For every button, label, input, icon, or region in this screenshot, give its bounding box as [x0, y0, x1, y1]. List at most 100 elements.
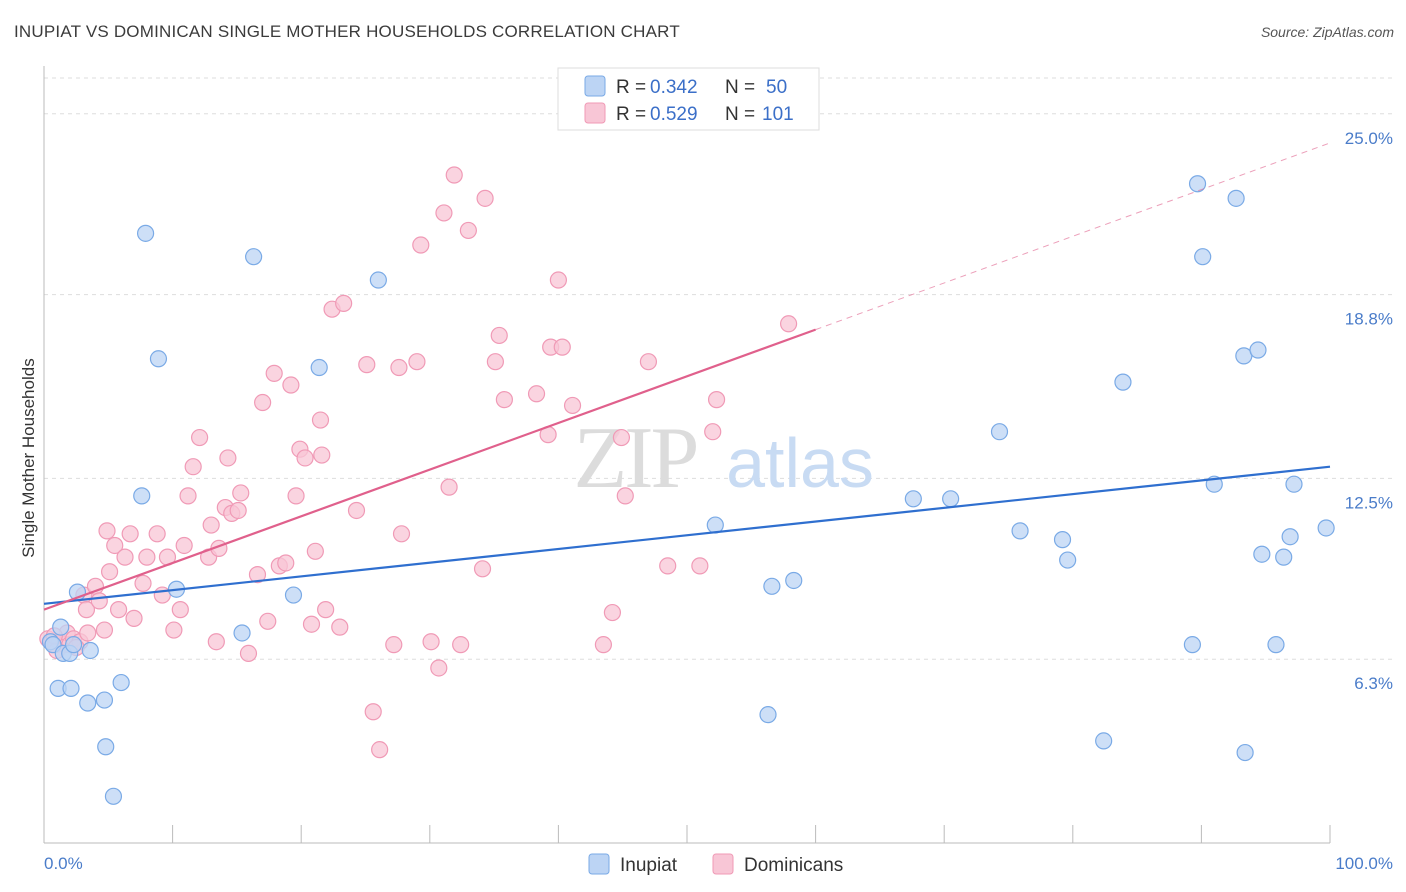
- inupiat-point-43: [1249, 341, 1267, 359]
- dominicans-point-45: [259, 612, 277, 630]
- dominicans-point-32: [191, 428, 209, 447]
- axes: [43, 66, 1331, 844]
- inupiat-point-31: [1011, 522, 1029, 540]
- dominicans-trend-extension: [815, 142, 1331, 331]
- dominicans-point-85: [549, 271, 568, 289]
- dominicans-point-40: [229, 501, 247, 520]
- x-tick-label-max: 100.0%: [1335, 854, 1393, 873]
- legend-swatch-dominicans: [584, 102, 606, 124]
- dominicans-point-22: [134, 574, 152, 592]
- inupiat-point-44: [1253, 545, 1271, 563]
- inupiat-point-6: [62, 679, 80, 698]
- watermark: ZIP atlas: [574, 410, 874, 507]
- dominicans-point-88: [594, 636, 613, 654]
- inupiat-point-13: [104, 787, 123, 805]
- inupiat-point-29: [942, 490, 960, 508]
- dominicans-point-19: [116, 548, 134, 566]
- dominicans-point-16: [100, 563, 119, 581]
- inupiat-point-22: [310, 358, 328, 377]
- watermark-atlas: atlas: [726, 424, 874, 502]
- trend-lines: [43, 142, 1331, 611]
- dominicans-point-73: [440, 478, 458, 496]
- inupiat-point-10: [81, 641, 99, 660]
- dominicans-point-79: [486, 353, 504, 371]
- dominicans-point-42: [239, 644, 258, 662]
- dominicans-point-77: [473, 560, 492, 578]
- dominicans-point-75: [452, 636, 470, 654]
- dominicans-point-13: [90, 592, 108, 610]
- inupiat-point-11: [95, 691, 114, 709]
- dominicans-point-28: [171, 601, 189, 619]
- dominicans-point-30: [179, 487, 197, 505]
- inupiat-point-17: [149, 350, 168, 368]
- dominicans-point-70: [422, 633, 440, 651]
- dominicans-point-11: [79, 624, 97, 642]
- dominicans-point-91: [616, 487, 634, 505]
- dominicans-point-66: [390, 358, 408, 377]
- dominicans-point-49: [282, 376, 300, 394]
- dominicans-point-69: [412, 236, 430, 254]
- y-tick-label-0: 6.3%: [1354, 674, 1393, 693]
- dominicans-point-81: [495, 391, 513, 409]
- dominicans-point-54: [306, 542, 324, 560]
- inupiat-point-12: [97, 738, 115, 756]
- inupiat-point-26: [763, 577, 781, 595]
- legend-n-label-dominicans: N =: [725, 104, 755, 125]
- dominicans-trend-line: [43, 328, 816, 611]
- inupiat-points: [41, 175, 1335, 805]
- legend-r-label-dominicans: R =: [616, 104, 646, 125]
- bottom-legend-label-dominicans: Dominicans: [744, 855, 843, 876]
- legend-r-value-dominicans: 0.529: [650, 104, 698, 125]
- dominicans-point-96: [707, 391, 726, 409]
- dominicans-point-18: [109, 601, 128, 619]
- inupiat-point-49: [1317, 519, 1335, 537]
- dominicans-point-86: [553, 338, 571, 356]
- gridlines: [44, 77, 1393, 660]
- y-tick-label-3: 25.0%: [1345, 129, 1393, 148]
- dominicans-point-50: [287, 487, 305, 505]
- dominicans-point-62: [358, 356, 376, 374]
- dominicans-point-44: [254, 393, 272, 412]
- inupiat-point-46: [1275, 548, 1293, 566]
- inupiat-trend-line: [43, 465, 1331, 605]
- dominicans-point-15: [98, 522, 116, 540]
- dominicans-point-71: [430, 659, 448, 677]
- dominicans-point-74: [445, 166, 463, 184]
- dominicans-point-87: [563, 396, 582, 415]
- dominicans-point-63: [364, 703, 382, 721]
- y-tick-label-2: 18.8%: [1345, 310, 1393, 329]
- dominicans-point-56: [313, 446, 331, 464]
- dominicans-point-82: [527, 385, 546, 403]
- inupiat-point-23: [369, 271, 387, 289]
- dominicans-point-57: [317, 601, 335, 619]
- dominicans-point-67: [392, 525, 411, 543]
- dominicans-point-14: [95, 621, 114, 639]
- dominicans-point-10: [77, 601, 96, 619]
- legend: R = 0.342 N = 50 R = 0.529 N = 101: [557, 67, 820, 131]
- inupiat-point-34: [1095, 732, 1113, 750]
- bottom-legend-swatch-dominicans: [712, 853, 734, 875]
- dominicans-point-48: [277, 554, 295, 572]
- dominicans-point-41: [232, 484, 250, 502]
- dominicans-point-35: [207, 633, 225, 651]
- dominicans-point-72: [435, 204, 453, 222]
- dominicans-point-53: [302, 615, 321, 633]
- dominicans-points: [39, 166, 798, 759]
- dominicans-point-64: [371, 741, 389, 759]
- dominicans-point-43: [248, 566, 267, 584]
- inupiat-point-42: [1236, 743, 1254, 762]
- inupiat-point-20: [245, 248, 263, 266]
- y-tick-label-1: 12.5%: [1345, 493, 1393, 512]
- chart-title: INUPIAT VS DOMINICAN SINGLE MOTHER HOUSE…: [14, 22, 680, 41]
- dominicans-point-46: [265, 364, 283, 382]
- dominicans-point-29: [175, 536, 193, 555]
- dominicans-point-93: [659, 557, 677, 575]
- inupiat-point-30: [990, 423, 1009, 441]
- bottom-legend: Inupiat Dominicans: [588, 853, 843, 876]
- dominicans-point-21: [125, 609, 143, 627]
- dominicans-point-27: [165, 621, 183, 639]
- dominicans-point-52: [296, 449, 314, 467]
- dominicans-point-76: [459, 221, 477, 240]
- dominicans-point-60: [335, 294, 353, 312]
